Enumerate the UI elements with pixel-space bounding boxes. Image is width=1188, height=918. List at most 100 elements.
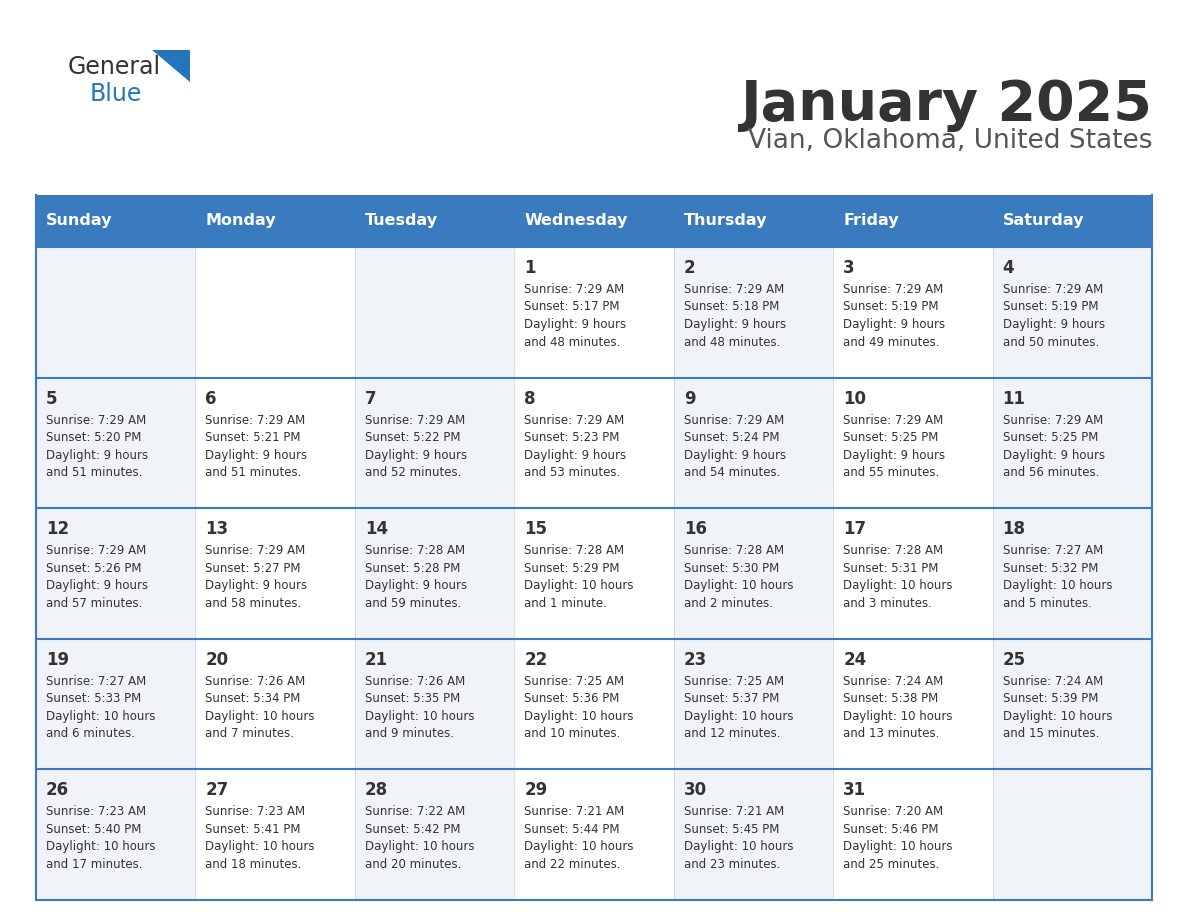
Text: 3: 3 (843, 259, 855, 277)
Bar (514, 195, 674, 247)
Polygon shape (152, 50, 190, 82)
Bar (36, 247, 196, 377)
Text: Sunrise: 7:29 AM
Sunset: 5:25 PM
Daylight: 9 hours
and 55 minutes.: Sunrise: 7:29 AM Sunset: 5:25 PM Dayligh… (843, 414, 946, 479)
Bar (992, 247, 1152, 377)
Text: Sunrise: 7:29 AM
Sunset: 5:23 PM
Daylight: 9 hours
and 53 minutes.: Sunrise: 7:29 AM Sunset: 5:23 PM Dayligh… (524, 414, 626, 479)
Text: 27: 27 (206, 781, 228, 800)
Text: 5: 5 (46, 389, 57, 408)
Text: Sunrise: 7:23 AM
Sunset: 5:41 PM
Daylight: 10 hours
and 18 minutes.: Sunrise: 7:23 AM Sunset: 5:41 PM Dayligh… (206, 805, 315, 871)
Text: Blue: Blue (90, 82, 143, 106)
Text: 22: 22 (524, 651, 548, 669)
Text: Sunrise: 7:21 AM
Sunset: 5:44 PM
Daylight: 10 hours
and 22 minutes.: Sunrise: 7:21 AM Sunset: 5:44 PM Dayligh… (524, 805, 633, 871)
Bar (992, 639, 1152, 769)
Text: Friday: Friday (843, 214, 899, 229)
Bar (514, 769, 674, 900)
Bar (674, 247, 833, 377)
Bar (674, 509, 833, 639)
Text: Sunrise: 7:27 AM
Sunset: 5:33 PM
Daylight: 10 hours
and 6 minutes.: Sunrise: 7:27 AM Sunset: 5:33 PM Dayligh… (46, 675, 156, 740)
Bar (833, 195, 992, 247)
Text: General: General (68, 55, 162, 79)
Bar (992, 377, 1152, 509)
Text: Sunrise: 7:25 AM
Sunset: 5:37 PM
Daylight: 10 hours
and 12 minutes.: Sunrise: 7:25 AM Sunset: 5:37 PM Dayligh… (684, 675, 794, 740)
Text: Sunrise: 7:27 AM
Sunset: 5:32 PM
Daylight: 10 hours
and 5 minutes.: Sunrise: 7:27 AM Sunset: 5:32 PM Dayligh… (1003, 544, 1112, 610)
Text: Sunrise: 7:29 AM
Sunset: 5:20 PM
Daylight: 9 hours
and 51 minutes.: Sunrise: 7:29 AM Sunset: 5:20 PM Dayligh… (46, 414, 148, 479)
Bar (196, 195, 355, 247)
Text: Sunrise: 7:23 AM
Sunset: 5:40 PM
Daylight: 10 hours
and 17 minutes.: Sunrise: 7:23 AM Sunset: 5:40 PM Dayligh… (46, 805, 156, 871)
Text: Sunrise: 7:28 AM
Sunset: 5:29 PM
Daylight: 10 hours
and 1 minute.: Sunrise: 7:28 AM Sunset: 5:29 PM Dayligh… (524, 544, 633, 610)
Bar (833, 509, 992, 639)
Bar (674, 639, 833, 769)
Bar (514, 247, 674, 377)
Text: Sunrise: 7:26 AM
Sunset: 5:34 PM
Daylight: 10 hours
and 7 minutes.: Sunrise: 7:26 AM Sunset: 5:34 PM Dayligh… (206, 675, 315, 740)
Text: 15: 15 (524, 521, 548, 538)
Text: Sunrise: 7:29 AM
Sunset: 5:24 PM
Daylight: 9 hours
and 54 minutes.: Sunrise: 7:29 AM Sunset: 5:24 PM Dayligh… (684, 414, 785, 479)
Text: Sunrise: 7:29 AM
Sunset: 5:25 PM
Daylight: 9 hours
and 56 minutes.: Sunrise: 7:29 AM Sunset: 5:25 PM Dayligh… (1003, 414, 1105, 479)
Text: Sunrise: 7:22 AM
Sunset: 5:42 PM
Daylight: 10 hours
and 20 minutes.: Sunrise: 7:22 AM Sunset: 5:42 PM Dayligh… (365, 805, 474, 871)
Bar (992, 195, 1152, 247)
Bar (833, 377, 992, 509)
Text: 26: 26 (46, 781, 69, 800)
Text: 18: 18 (1003, 521, 1025, 538)
Bar (36, 639, 196, 769)
Bar (674, 195, 833, 247)
Bar (355, 377, 514, 509)
Bar (833, 247, 992, 377)
Text: Vian, Oklahoma, United States: Vian, Oklahoma, United States (747, 128, 1152, 154)
Bar (514, 377, 674, 509)
Text: 30: 30 (684, 781, 707, 800)
Text: 16: 16 (684, 521, 707, 538)
Bar (196, 247, 355, 377)
Text: 10: 10 (843, 389, 866, 408)
Bar (992, 769, 1152, 900)
Text: 21: 21 (365, 651, 388, 669)
Text: Sunrise: 7:29 AM
Sunset: 5:22 PM
Daylight: 9 hours
and 52 minutes.: Sunrise: 7:29 AM Sunset: 5:22 PM Dayligh… (365, 414, 467, 479)
Text: 8: 8 (524, 389, 536, 408)
Text: 9: 9 (684, 389, 695, 408)
Text: 12: 12 (46, 521, 69, 538)
Bar (355, 769, 514, 900)
Text: Sunrise: 7:29 AM
Sunset: 5:26 PM
Daylight: 9 hours
and 57 minutes.: Sunrise: 7:29 AM Sunset: 5:26 PM Dayligh… (46, 544, 148, 610)
Bar (196, 639, 355, 769)
Text: 19: 19 (46, 651, 69, 669)
Bar (355, 195, 514, 247)
Text: Sunrise: 7:25 AM
Sunset: 5:36 PM
Daylight: 10 hours
and 10 minutes.: Sunrise: 7:25 AM Sunset: 5:36 PM Dayligh… (524, 675, 633, 740)
Text: 7: 7 (365, 389, 377, 408)
Text: Sunrise: 7:29 AM
Sunset: 5:18 PM
Daylight: 9 hours
and 48 minutes.: Sunrise: 7:29 AM Sunset: 5:18 PM Dayligh… (684, 283, 785, 349)
Bar (355, 639, 514, 769)
Text: 23: 23 (684, 651, 707, 669)
Bar (36, 769, 196, 900)
Text: 1: 1 (524, 259, 536, 277)
Bar (674, 377, 833, 509)
Text: Sunrise: 7:28 AM
Sunset: 5:31 PM
Daylight: 10 hours
and 3 minutes.: Sunrise: 7:28 AM Sunset: 5:31 PM Dayligh… (843, 544, 953, 610)
Text: 2: 2 (684, 259, 695, 277)
Text: Tuesday: Tuesday (365, 214, 438, 229)
Bar (355, 247, 514, 377)
Text: Sunrise: 7:21 AM
Sunset: 5:45 PM
Daylight: 10 hours
and 23 minutes.: Sunrise: 7:21 AM Sunset: 5:45 PM Dayligh… (684, 805, 794, 871)
Text: Saturday: Saturday (1003, 214, 1085, 229)
Bar (196, 509, 355, 639)
Text: January 2025: January 2025 (740, 78, 1152, 132)
Text: Thursday: Thursday (684, 214, 767, 229)
Bar (355, 509, 514, 639)
Text: Sunday: Sunday (46, 214, 113, 229)
Bar (833, 769, 992, 900)
Bar (514, 639, 674, 769)
Bar (36, 509, 196, 639)
Bar (992, 509, 1152, 639)
Bar (36, 195, 196, 247)
Text: 14: 14 (365, 521, 388, 538)
Text: Sunrise: 7:20 AM
Sunset: 5:46 PM
Daylight: 10 hours
and 25 minutes.: Sunrise: 7:20 AM Sunset: 5:46 PM Dayligh… (843, 805, 953, 871)
Bar (36, 377, 196, 509)
Text: 28: 28 (365, 781, 388, 800)
Text: Sunrise: 7:24 AM
Sunset: 5:39 PM
Daylight: 10 hours
and 15 minutes.: Sunrise: 7:24 AM Sunset: 5:39 PM Dayligh… (1003, 675, 1112, 740)
Bar (833, 639, 992, 769)
Text: Sunrise: 7:28 AM
Sunset: 5:28 PM
Daylight: 9 hours
and 59 minutes.: Sunrise: 7:28 AM Sunset: 5:28 PM Dayligh… (365, 544, 467, 610)
Text: Sunrise: 7:28 AM
Sunset: 5:30 PM
Daylight: 10 hours
and 2 minutes.: Sunrise: 7:28 AM Sunset: 5:30 PM Dayligh… (684, 544, 794, 610)
Text: 11: 11 (1003, 389, 1025, 408)
Bar (196, 769, 355, 900)
Text: 4: 4 (1003, 259, 1015, 277)
Text: 29: 29 (524, 781, 548, 800)
Text: Sunrise: 7:29 AM
Sunset: 5:19 PM
Daylight: 9 hours
and 50 minutes.: Sunrise: 7:29 AM Sunset: 5:19 PM Dayligh… (1003, 283, 1105, 349)
Text: 13: 13 (206, 521, 228, 538)
Text: Sunrise: 7:24 AM
Sunset: 5:38 PM
Daylight: 10 hours
and 13 minutes.: Sunrise: 7:24 AM Sunset: 5:38 PM Dayligh… (843, 675, 953, 740)
